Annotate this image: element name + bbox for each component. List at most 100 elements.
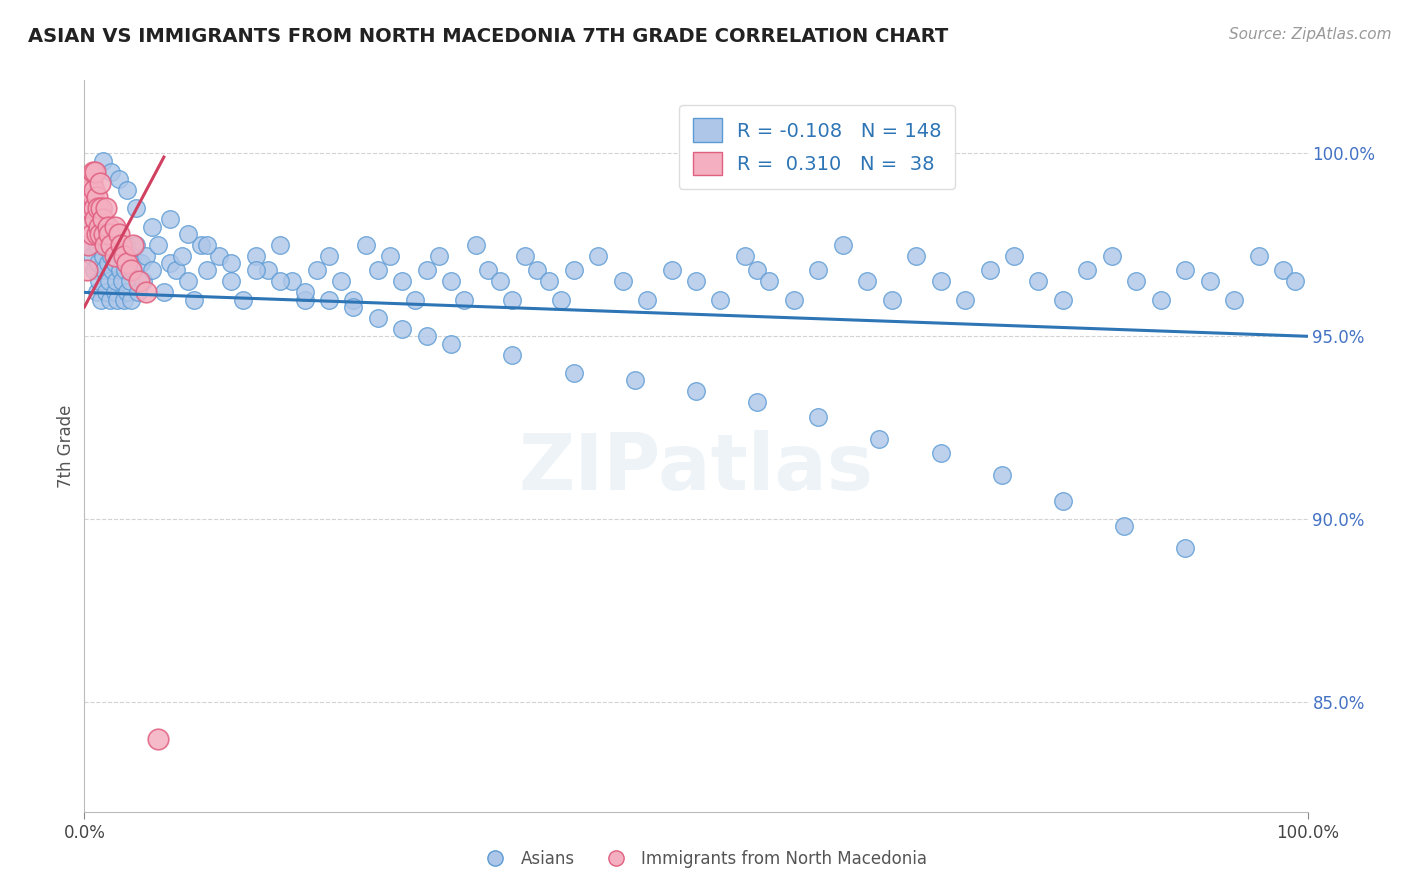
Point bbox=[125, 202, 148, 216]
Point bbox=[905, 249, 928, 263]
Point bbox=[685, 274, 707, 288]
Point bbox=[90, 293, 112, 307]
Point bbox=[1114, 519, 1136, 533]
Point bbox=[111, 274, 134, 288]
Point bbox=[367, 311, 389, 326]
Point bbox=[758, 274, 780, 288]
Point bbox=[831, 237, 853, 252]
Point bbox=[807, 409, 830, 424]
Point bbox=[112, 249, 135, 263]
Point bbox=[219, 274, 242, 288]
Point bbox=[108, 263, 131, 277]
Point bbox=[538, 274, 561, 288]
Legend: R = -0.108   N = 148, R =  0.310   N =  38: R = -0.108 N = 148, R = 0.310 N = 38 bbox=[679, 104, 955, 189]
Point bbox=[453, 293, 475, 307]
Point bbox=[96, 202, 118, 216]
Point bbox=[104, 285, 127, 300]
Point bbox=[84, 212, 107, 227]
Point bbox=[747, 395, 769, 409]
Point bbox=[94, 237, 117, 252]
Point bbox=[104, 256, 127, 270]
Point bbox=[880, 293, 903, 307]
Point bbox=[1272, 263, 1295, 277]
Point bbox=[318, 249, 340, 263]
Point bbox=[1247, 249, 1270, 263]
Point bbox=[195, 237, 218, 252]
Point bbox=[129, 256, 152, 270]
Point bbox=[80, 249, 103, 263]
Point bbox=[110, 249, 132, 263]
Point bbox=[165, 263, 187, 277]
Point bbox=[1101, 249, 1123, 263]
Point bbox=[135, 285, 157, 300]
Point bbox=[122, 263, 145, 277]
Point bbox=[281, 274, 304, 288]
Point bbox=[1198, 274, 1220, 288]
Point bbox=[97, 227, 120, 241]
Point bbox=[115, 237, 138, 252]
Point bbox=[391, 274, 413, 288]
Point bbox=[115, 285, 138, 300]
Point bbox=[132, 274, 155, 288]
Point bbox=[128, 274, 150, 288]
Point bbox=[115, 183, 138, 197]
Point bbox=[953, 293, 976, 307]
Point bbox=[141, 263, 163, 277]
Point bbox=[91, 153, 114, 168]
Point bbox=[93, 263, 115, 277]
Point bbox=[1284, 274, 1306, 288]
Point bbox=[526, 263, 548, 277]
Point bbox=[79, 219, 101, 234]
Point bbox=[232, 293, 254, 307]
Point bbox=[979, 263, 1001, 277]
Point bbox=[77, 237, 100, 252]
Point bbox=[354, 237, 377, 252]
Point bbox=[1223, 293, 1246, 307]
Point bbox=[991, 468, 1014, 483]
Point bbox=[118, 274, 141, 288]
Point bbox=[89, 227, 111, 241]
Point bbox=[80, 176, 103, 190]
Point bbox=[177, 274, 200, 288]
Point bbox=[172, 249, 194, 263]
Point bbox=[929, 274, 952, 288]
Point bbox=[562, 263, 585, 277]
Point bbox=[115, 256, 138, 270]
Point bbox=[83, 183, 105, 197]
Point bbox=[159, 256, 181, 270]
Point bbox=[86, 285, 108, 300]
Point bbox=[103, 237, 125, 252]
Point bbox=[89, 176, 111, 190]
Point bbox=[117, 256, 139, 270]
Y-axis label: 7th Grade: 7th Grade bbox=[56, 404, 75, 488]
Point bbox=[685, 384, 707, 398]
Point bbox=[97, 274, 120, 288]
Point bbox=[159, 212, 181, 227]
Point bbox=[107, 237, 129, 252]
Point bbox=[153, 285, 176, 300]
Point bbox=[416, 329, 439, 343]
Point bbox=[929, 446, 952, 460]
Point bbox=[1052, 493, 1074, 508]
Point bbox=[342, 293, 364, 307]
Point bbox=[477, 263, 499, 277]
Point bbox=[177, 227, 200, 241]
Point bbox=[440, 274, 463, 288]
Point bbox=[624, 373, 647, 387]
Point bbox=[1002, 249, 1025, 263]
Point bbox=[80, 227, 103, 241]
Point bbox=[318, 293, 340, 307]
Point bbox=[636, 293, 658, 307]
Point bbox=[709, 293, 731, 307]
Point bbox=[747, 263, 769, 277]
Point bbox=[121, 249, 143, 263]
Point bbox=[104, 219, 127, 234]
Text: ASIAN VS IMMIGRANTS FROM NORTH MACEDONIA 7TH GRADE CORRELATION CHART: ASIAN VS IMMIGRANTS FROM NORTH MACEDONIA… bbox=[28, 27, 949, 45]
Point bbox=[97, 256, 120, 270]
Point bbox=[105, 293, 128, 307]
Point bbox=[257, 263, 280, 277]
Point bbox=[245, 249, 267, 263]
Point bbox=[107, 227, 129, 241]
Legend: Asians, Immigrants from North Macedonia: Asians, Immigrants from North Macedonia bbox=[472, 844, 934, 875]
Point bbox=[294, 293, 316, 307]
